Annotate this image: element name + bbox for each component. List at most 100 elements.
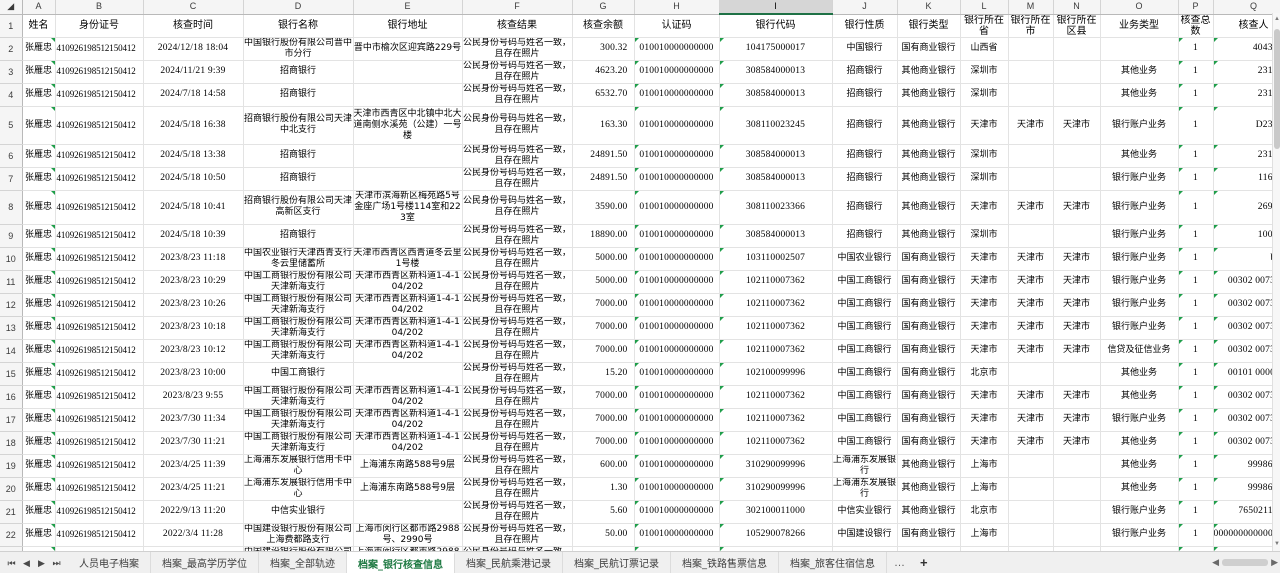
cell-B13[interactable]: 410926198512150412	[55, 316, 144, 340]
cell-P10[interactable]: 1	[1178, 247, 1214, 271]
table-row[interactable]: 16 张雁忠 410926198512150412 2023/8/23 9:55 中国工…	[0, 385, 1280, 409]
table-row[interactable]: 12 张雁忠 410926198512150412 2023/8/23 10:26 中国…	[0, 293, 1280, 317]
hscroll-right-icon[interactable]: ▶	[1271, 557, 1278, 567]
cell-B16[interactable]: 410926198512150412	[55, 385, 144, 409]
cell-K19[interactable]: 其他商业银行	[897, 454, 961, 478]
table-row[interactable]: 7 张雁忠 410926198512150412 2024/5/18 10:50 招商银…	[0, 167, 1280, 191]
cell-Q8[interactable]: 269753	[1213, 190, 1280, 225]
cell-H23[interactable]: 010010000000000	[634, 546, 720, 551]
cell-P4[interactable]: 1	[1178, 83, 1214, 107]
cell-F5[interactable]: 公民身份号码与姓名一致，且存在照片	[462, 106, 573, 145]
cell-H4[interactable]: 010010000000000	[634, 83, 720, 107]
cell-G16[interactable]: 7000.00	[572, 385, 635, 409]
cell-K11[interactable]: 国有商业银行	[897, 270, 961, 294]
cell-J5[interactable]: 招商银行	[832, 106, 898, 145]
cell-L12[interactable]: 天津市	[960, 293, 1009, 317]
cell-L15[interactable]: 北京市	[960, 362, 1009, 386]
cell-K23[interactable]: 国有商业银行	[897, 546, 961, 551]
cell-H17[interactable]: 010010000000000	[634, 408, 720, 432]
cell-I2[interactable]: 104175000017	[719, 37, 833, 61]
cell-A23[interactable]: 张雁忠	[22, 546, 56, 551]
table-row[interactable]: 18 张雁忠 410926198512150412 2023/7/30 11:21 中国…	[0, 431, 1280, 455]
cell-Q15[interactable]: 00101 00001 0	[1213, 362, 1280, 386]
table-row[interactable]: 10 张雁忠 410926198512150412 2023/8/23 11:18 中国…	[0, 247, 1280, 271]
cell-E9[interactable]	[353, 224, 463, 248]
cell-G12[interactable]: 7000.00	[572, 293, 635, 317]
cell-C7[interactable]: 2024/5/18 10:50	[143, 167, 244, 191]
row-header-19[interactable]: 19	[0, 454, 23, 478]
cell-J21[interactable]: 中信实业银行	[832, 500, 898, 524]
cell-F12[interactable]: 公民身份号码与姓名一致，且存在照片	[462, 293, 573, 317]
cell-N10[interactable]: 天津市	[1053, 247, 1101, 271]
cell-A11[interactable]: 张雁忠	[22, 270, 56, 294]
cell-A6[interactable]: 张雁忠	[22, 144, 56, 168]
table-row[interactable]: 11 张雁忠 410926198512150412 2023/8/23 10:29 中国…	[0, 270, 1280, 294]
hscroll-thumb[interactable]	[1222, 559, 1269, 566]
cell-P13[interactable]: 1	[1178, 316, 1214, 340]
cell-D21[interactable]: 中信实业银行	[243, 500, 354, 524]
cell-F15[interactable]: 公民身份号码与姓名一致，且存在照片	[462, 362, 573, 386]
column-header-G[interactable]: G	[572, 0, 635, 15]
row-header-2[interactable]: 2	[0, 37, 23, 61]
prev-sheet-icon[interactable]: ◀	[23, 557, 30, 568]
sheet-tab-0[interactable]: 人员电子档案	[68, 551, 151, 573]
cell-L23[interactable]: 上海市	[960, 546, 1009, 551]
cell-N20[interactable]	[1053, 477, 1101, 501]
cell-J3[interactable]: 招商银行	[832, 60, 898, 84]
cell-N22[interactable]	[1053, 523, 1101, 547]
cell-P15[interactable]: 1	[1178, 362, 1214, 386]
cell-Q12[interactable]: 00302 00736 0	[1213, 293, 1280, 317]
row-header-17[interactable]: 17	[0, 408, 23, 432]
cell-G15[interactable]: 15.20	[572, 362, 635, 386]
cell-E11[interactable]: 天津市西青区新科道1-4-104/202	[353, 270, 463, 294]
cell-L8[interactable]: 天津市	[960, 190, 1009, 225]
cell-P5[interactable]: 1	[1178, 106, 1214, 145]
column-header-H[interactable]: H	[634, 0, 720, 15]
cell-K6[interactable]: 其他商业银行	[897, 144, 961, 168]
column-header-Q[interactable]: Q	[1213, 0, 1280, 15]
row-header-1[interactable]: 1	[0, 14, 23, 38]
column-header-A[interactable]: A	[22, 0, 56, 15]
scroll-up-icon[interactable]: ▲	[1274, 16, 1280, 22]
first-sheet-icon[interactable]: ⏮	[7, 557, 16, 568]
cell-M6[interactable]	[1008, 144, 1054, 168]
cell-H20[interactable]: 010010000000000	[634, 477, 720, 501]
cell-E7[interactable]	[353, 167, 463, 191]
cell-E16[interactable]: 天津市西青区新科道1-4-104/202	[353, 385, 463, 409]
cell-Q23[interactable]: 000000000000000000003101025	[1213, 546, 1280, 551]
cell-M5[interactable]: 天津市	[1008, 106, 1054, 145]
cell-G21[interactable]: 5.60	[572, 500, 635, 524]
cell-E14[interactable]: 天津市西青区新科道1-4-104/202	[353, 339, 463, 363]
cell-B5[interactable]: 410926198512150412	[55, 106, 144, 145]
cell-Q11[interactable]: 00302 00736 0	[1213, 270, 1280, 294]
cell-K7[interactable]: 其他商业银行	[897, 167, 961, 191]
cell-H7[interactable]: 010010000000000	[634, 167, 720, 191]
cell-D16[interactable]: 中国工商银行股份有限公司天津新海支行	[243, 385, 354, 409]
cell-I13[interactable]: 102110007362	[719, 316, 833, 340]
cell-M20[interactable]	[1008, 477, 1054, 501]
cell-G2[interactable]: 300.32	[572, 37, 635, 61]
cell-M12[interactable]: 天津市	[1008, 293, 1054, 317]
cell-P16[interactable]: 1	[1178, 385, 1214, 409]
cell-N19[interactable]	[1053, 454, 1101, 478]
cell-I15[interactable]: 102100099996	[719, 362, 833, 386]
cell-E4[interactable]	[353, 83, 463, 107]
cell-F4[interactable]: 公民身份号码与姓名一致，且存在照片	[462, 83, 573, 107]
cell-C16[interactable]: 2023/8/23 9:55	[143, 385, 244, 409]
cell-J14[interactable]: 中国工商银行	[832, 339, 898, 363]
cell-P8[interactable]: 1	[1178, 190, 1214, 225]
cell-F6[interactable]: 公民身份号码与姓名一致，且存在照片	[462, 144, 573, 168]
row-header-7[interactable]: 7	[0, 167, 23, 191]
cell-K13[interactable]: 国有商业银行	[897, 316, 961, 340]
cell-M22[interactable]	[1008, 523, 1054, 547]
column-header-E[interactable]: E	[353, 0, 463, 15]
cell-L20[interactable]: 上海市	[960, 477, 1009, 501]
cell-N6[interactable]	[1053, 144, 1101, 168]
table-row[interactable]: 20 张雁忠 410926198512150412 2023/4/25 11:21 上海…	[0, 477, 1280, 501]
row-header-14[interactable]: 14	[0, 339, 23, 363]
cell-P17[interactable]: 1	[1178, 408, 1214, 432]
cell-I22[interactable]: 105290078266	[719, 523, 833, 547]
cell-C4[interactable]: 2024/7/18 14:58	[143, 83, 244, 107]
cell-L6[interactable]: 深圳市	[960, 144, 1009, 168]
cell-I9[interactable]: 308584000013	[719, 224, 833, 248]
